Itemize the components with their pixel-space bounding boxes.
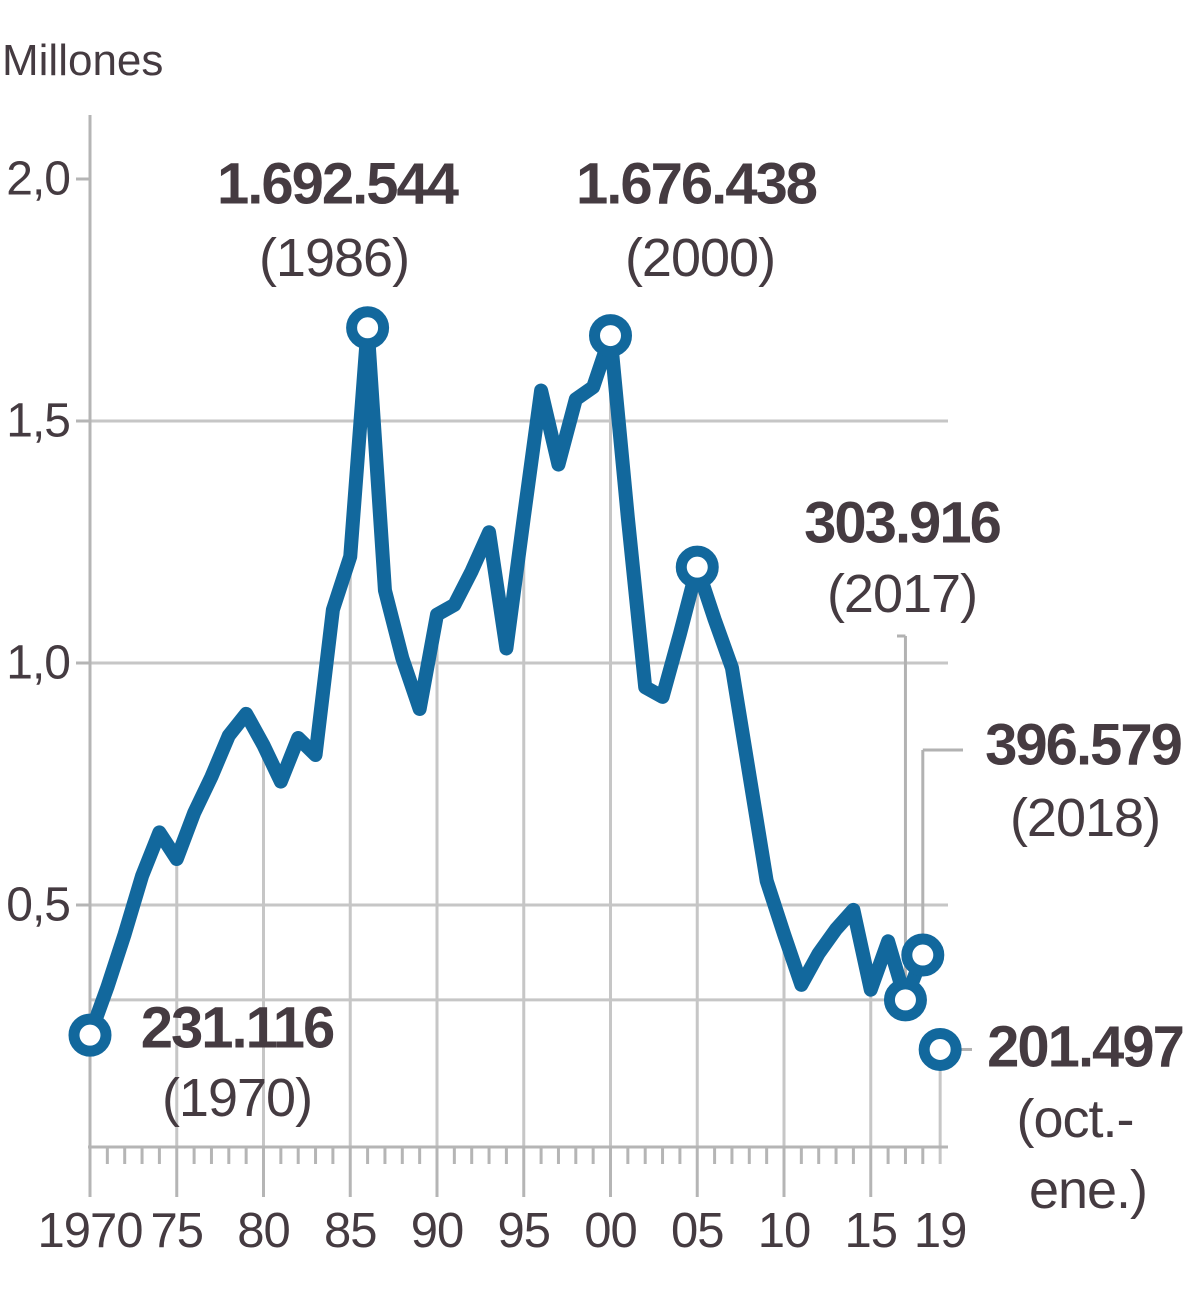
annotation-year-aoct: (oct.-	[1016, 1089, 1134, 1149]
x-axis-label: 75	[150, 1204, 204, 1258]
y-axis-label: 1,5	[6, 394, 71, 448]
data-point-1970	[68, 1013, 112, 1057]
x-axis-label: 90	[410, 1204, 465, 1258]
data-point-1986	[346, 306, 390, 350]
annotation-year-a2017: (2017)	[826, 564, 978, 624]
data-point-2005	[675, 545, 719, 589]
x-axis-label: 95	[497, 1204, 551, 1258]
x-axis-label: 85	[323, 1204, 378, 1258]
annotation-value-a2018: 396.579	[985, 712, 1183, 778]
annotation-value-a1986: 1.692.544	[216, 151, 459, 217]
x-axis-label: 15	[844, 1204, 898, 1258]
annotation-value-aoct: 201.497	[987, 1014, 1185, 1080]
annotation-year-a2000: (2000)	[624, 228, 776, 288]
y-axis-label: 2,0	[6, 152, 71, 206]
data-point-oct-ene	[918, 1027, 962, 1071]
annotation-value-a2000: 1.676.438	[575, 151, 818, 217]
y-axis-label: 0,5	[6, 878, 71, 932]
annotation-value-a2017: 303.916	[804, 490, 1002, 556]
annotation-value-a1970: 231.116	[140, 995, 335, 1061]
x-axis-label: 00	[584, 1204, 638, 1258]
data-line	[83, 320, 930, 1043]
data-point-2018	[901, 933, 945, 977]
annotation-year-a1970: (1970)	[161, 1068, 313, 1128]
x-axis-label: 19	[913, 1204, 968, 1258]
y-axis-label: 1,0	[6, 636, 71, 690]
x-axis-label: 10	[757, 1204, 812, 1258]
annotation-year-a1986: (1986)	[258, 228, 410, 288]
x-axis-label: 80	[237, 1204, 291, 1258]
annotation-year-a2018: (2018)	[1009, 788, 1161, 848]
x-axis-label: 1970	[37, 1204, 143, 1258]
data-point-2017	[883, 978, 927, 1022]
x-axis-label: 05	[670, 1204, 725, 1258]
data-point-2000	[589, 314, 632, 358]
annotation-year2-aoct: ene.)	[1028, 1160, 1148, 1220]
chart-title: Millones	[2, 36, 164, 85]
